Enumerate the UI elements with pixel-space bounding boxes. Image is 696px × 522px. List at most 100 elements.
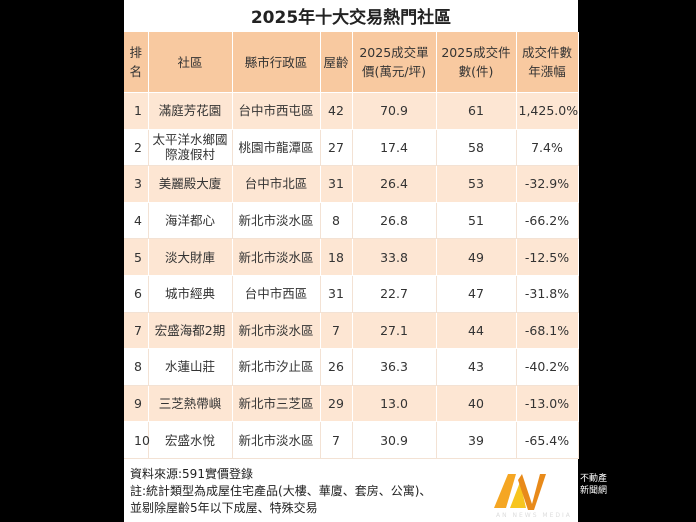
table-cell: 美麗殿大廈 <box>148 165 233 203</box>
table-cell: 40 <box>436 385 517 423</box>
logo-sub: 不動產 新聞網 <box>580 472 607 496</box>
table-cell: 53 <box>436 165 517 203</box>
footer-line: 資料來源:591實價登錄 <box>130 467 253 481</box>
table-cell: 水蓮山莊 <box>148 348 233 386</box>
table-row: 5 淡大財庫 新北市淡水區 18 33.8 49 -12.5% <box>124 238 579 276</box>
table-cell: 7 <box>320 312 353 350</box>
logo-english: AN NEWS MEDIA <box>496 512 572 519</box>
table-cell: -12.5% <box>516 238 579 276</box>
table-cell: 31 <box>320 165 353 203</box>
table-row: 9 三芝熱帶嶼 新北市三芝區 29 13.0 40 -13.0% <box>124 385 579 423</box>
table-cell: 26 <box>320 348 353 386</box>
table-cell: 58 <box>436 129 517 167</box>
table-cell: -65.4% <box>516 421 579 459</box>
table-cell: -68.1% <box>516 312 579 350</box>
table-cell: -31.8% <box>516 275 579 313</box>
panel: 2025年十大交易熱門社區 排 名社區 縣市行政區 屋齡 2025成交單 價(萬元/坪… <box>124 0 579 522</box>
table-cell: 滿庭芳花園 <box>148 92 233 130</box>
table-cell: 10 <box>124 421 150 459</box>
table-cell: 70.9 <box>352 92 437 130</box>
table-cell: 新北市淡水區 <box>232 421 321 459</box>
table-cell: 新北市淡水區 <box>232 238 321 276</box>
table-row: 10 宏盛水悅 新北市淡水區 7 30.9 39 -65.4% <box>124 421 579 459</box>
table-cell: 城市經典 <box>148 275 233 313</box>
table-cell: 43 <box>436 348 517 386</box>
table-cell: 29 <box>320 385 353 423</box>
table-cell: 13.0 <box>352 385 437 423</box>
table-cell: 30.9 <box>352 421 437 459</box>
table-cell: 新北市三芝區 <box>232 385 321 423</box>
table-cell: 39 <box>436 421 517 459</box>
table-row: 8 水蓮山莊 新北市汐止區 26 36.3 43 -40.2% <box>124 348 579 386</box>
header-row: 排 名社區 縣市行政區 屋齡 2025成交單 價(萬元/坪) 2025成交件 數(件) 成… <box>124 32 579 93</box>
table-cell: 宏盛海都2期 <box>148 312 233 350</box>
logo-shape <box>518 474 546 510</box>
table-row: 2 太平洋水鄉國際渡假村 桃園市龍潭區 27 17.4 58 7.4% <box>124 129 579 167</box>
header-cell: 2025成交單 價(萬元/坪) <box>352 32 437 93</box>
table-cell: 44 <box>436 312 517 350</box>
table-cell: 宏盛水悅 <box>148 421 233 459</box>
table-cell: 26.8 <box>352 202 437 240</box>
table-row: 1 滿庭芳花園 台中市西屯區 42 70.9 61 1,425.0% <box>124 92 579 130</box>
table-cell: 台中市北區 <box>232 165 321 203</box>
table-cell: 9 <box>124 385 149 423</box>
logo-sub1: 不動產 <box>580 472 607 484</box>
header-cell: 縣市行政區 <box>232 32 321 93</box>
table-cell: 33.8 <box>352 238 437 276</box>
table-cell: 台中市西區 <box>232 275 321 313</box>
table-cell: 49 <box>436 238 517 276</box>
table-cell: 8 <box>320 202 353 240</box>
logo-shape <box>494 474 516 508</box>
table-cell: 61 <box>436 92 517 130</box>
logo-sub2: 新聞網 <box>580 484 607 496</box>
table-cell: 新北市汐止區 <box>232 348 321 386</box>
logo-name: 安傳媒 <box>542 483 578 504</box>
header-cell: 2025成交件 數(件) <box>436 32 517 93</box>
table-cell: 海洋都心 <box>148 202 233 240</box>
header-cell: 社區 <box>148 32 233 93</box>
logo: 安傳媒 AN NEWS MEDIA <box>494 474 578 519</box>
table-cell: -13.0% <box>516 385 579 423</box>
table-cell: 新北市淡水區 <box>232 312 321 350</box>
header-cell: 屋齡 <box>320 32 353 93</box>
table-cell: 桃園市龍潭區 <box>232 129 321 167</box>
table-cell: 5 <box>124 238 149 276</box>
table-row: 3 美麗殿大廈 台中市北區 31 26.4 53 -32.9% <box>124 165 579 203</box>
title: 2025年十大交易熱門社區 <box>250 8 452 28</box>
footer-line: 並剔除屋齡5年以下成屋、特殊交易 <box>130 501 318 515</box>
table-cell: -32.9% <box>516 165 579 203</box>
table-cell: 2 <box>124 129 149 167</box>
footer: 資料來源:591實價登錄註:統計類型為成屋住宅產品(大樓、華廈、套房、公寓)、並… <box>130 466 431 517</box>
table-cell: 42 <box>320 92 353 130</box>
logo-shape <box>510 482 526 508</box>
table-cell: 3 <box>124 165 149 203</box>
table-cell: 27 <box>320 129 353 167</box>
table-row: 6 城市經典 台中市西區 31 22.7 47 -31.8% <box>124 275 579 313</box>
table-cell: 1,425.0% <box>516 92 579 130</box>
table-cell: 4 <box>124 202 149 240</box>
footer-line: 註:統計類型為成屋住宅產品(大樓、華廈、套房、公寓)、 <box>130 484 432 498</box>
table-cell: 17.4 <box>352 129 437 167</box>
table-cell: 18 <box>320 238 353 276</box>
table-cell: 7 <box>124 312 149 350</box>
table-cell: 7 <box>320 421 353 459</box>
table-cell: 36.3 <box>352 348 437 386</box>
table-row: 4 海洋都心 新北市淡水區 8 26.8 51 -66.2% <box>124 202 579 240</box>
table-body: 1 滿庭芳花園 台中市西屯區 42 70.9 61 1,425.0% 2 太平洋水鄉國際渡假村桃… <box>124 92 579 459</box>
table-cell: 8 <box>124 348 149 386</box>
header-cell: 排 名 <box>124 32 149 93</box>
table: 排 名社區 縣市行政區 屋齡 2025成交單 價(萬元/坪) 2025成交件 數(件) 成… <box>124 32 579 459</box>
table-cell: 台中市西屯區 <box>232 92 321 130</box>
table-cell: 47 <box>436 275 517 313</box>
table-cell: 淡大財庫 <box>148 238 233 276</box>
table-row: 7 宏盛海都2期 新北市淡水區 7 27.1 44 -68.1% <box>124 312 579 350</box>
table-cell: -66.2% <box>516 202 579 240</box>
header-cell: 成交件數 年漲幅 <box>516 32 579 93</box>
table-cell: 7.4% <box>516 129 579 167</box>
table-cell: 太平洋水鄉國際渡假村 <box>148 129 233 167</box>
table-cell: -40.2% <box>516 348 579 386</box>
table-cell: 三芝熱帶嶼 <box>148 385 233 423</box>
table-cell: 26.4 <box>352 165 437 203</box>
table-cell: 新北市淡水區 <box>232 202 321 240</box>
table-cell: 22.7 <box>352 275 437 313</box>
